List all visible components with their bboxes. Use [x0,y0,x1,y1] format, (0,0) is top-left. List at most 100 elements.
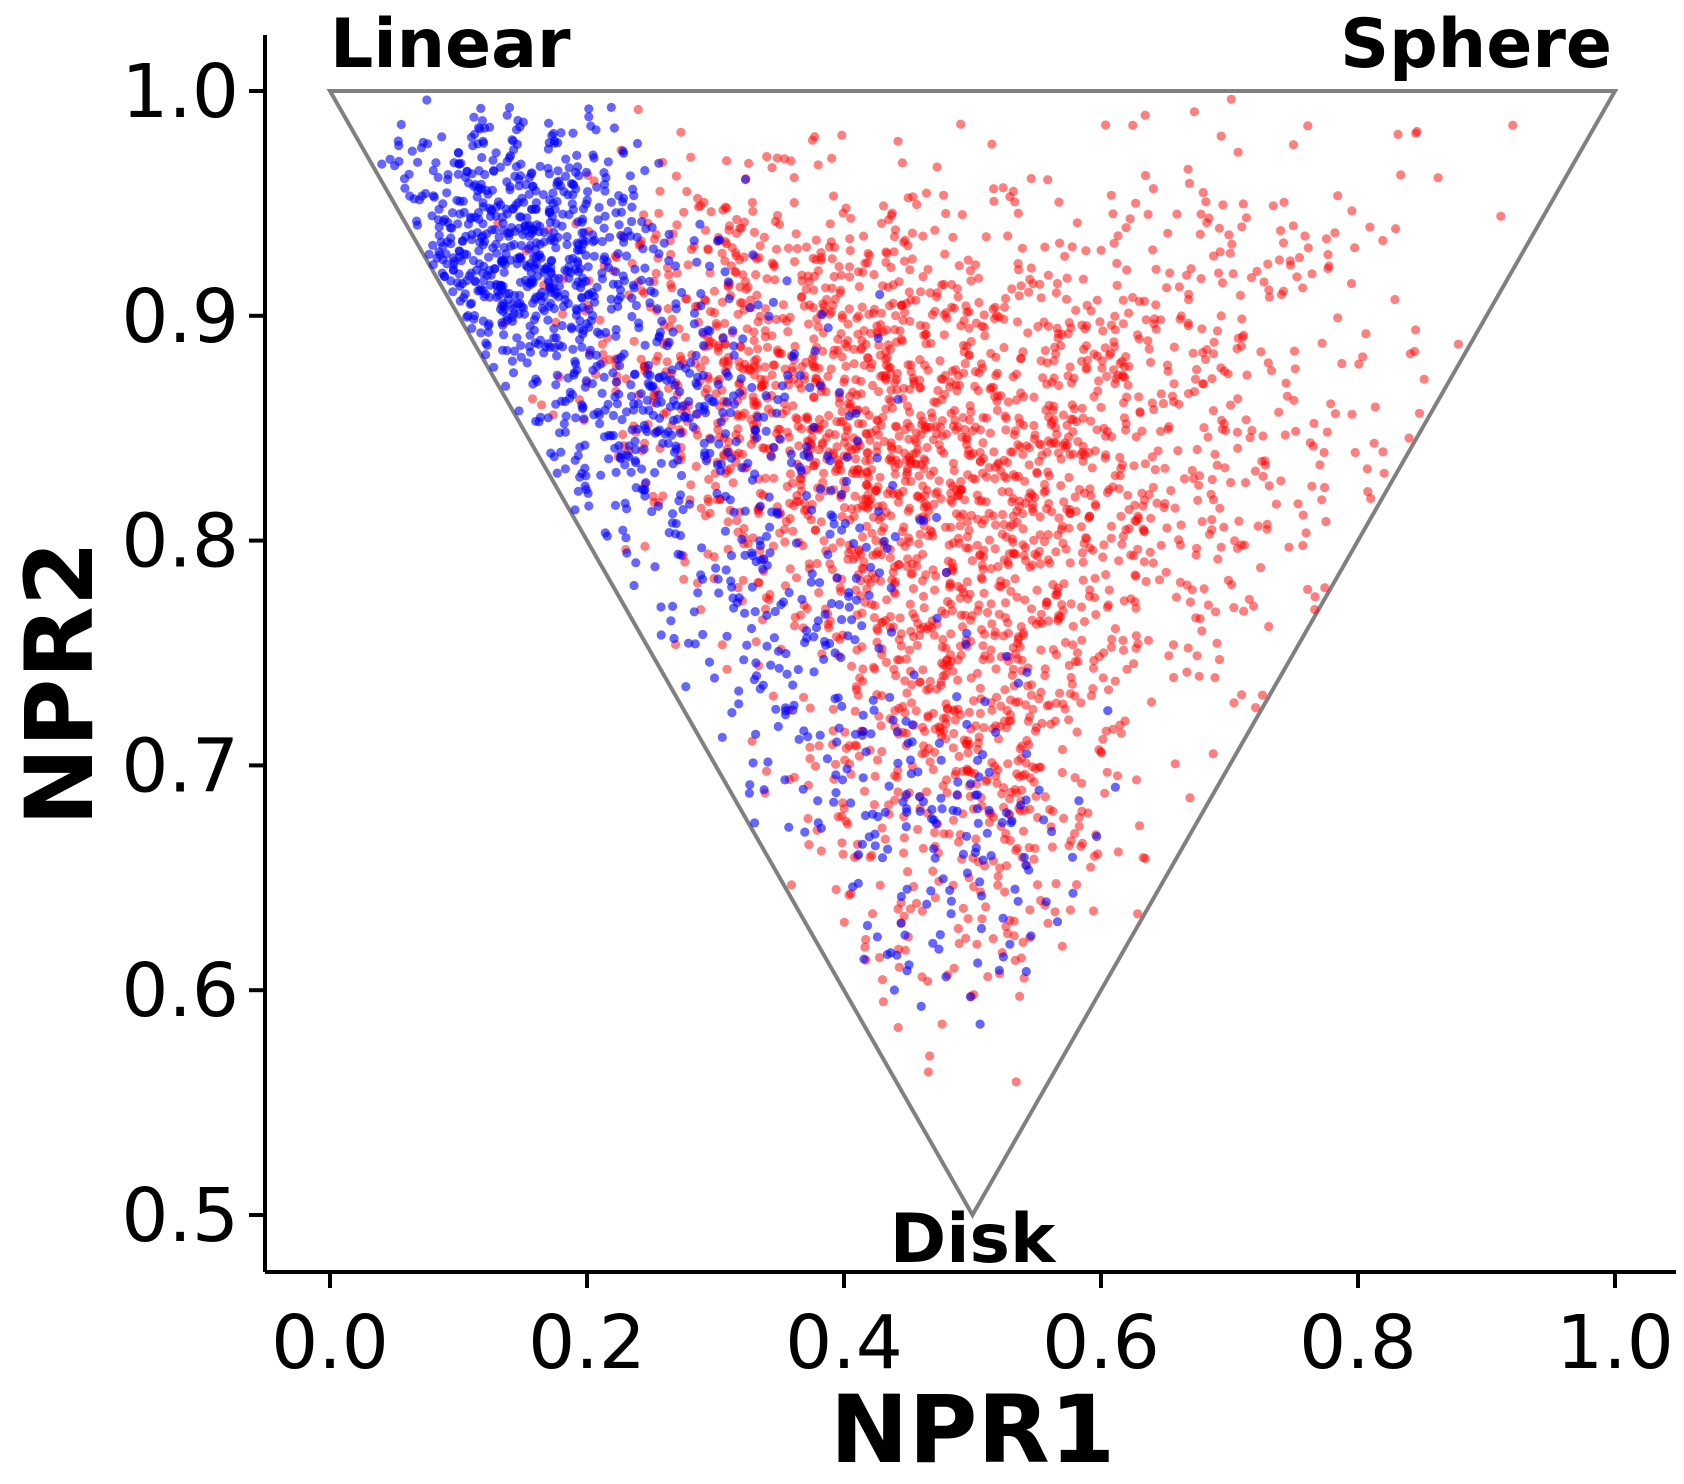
scatter-point [1029,854,1039,864]
scatter-point [919,463,929,474]
scatter-point [1155,426,1166,436]
scatter-point [890,771,900,781]
scatter-point [1322,427,1332,437]
scatter-point [556,447,566,457]
scatter-point [1041,600,1051,610]
scatter-point [1298,540,1308,551]
scatter-point [1411,325,1421,335]
scatter-point [784,822,794,832]
scatter-point [718,408,728,418]
scatter-point [476,103,486,113]
scatter-point [1244,594,1254,604]
scatter-point [465,299,475,309]
scatter-point [575,442,585,452]
scatter-point [703,244,713,254]
scatter-point [1197,626,1207,636]
scatter-point [1097,363,1107,373]
scatter-point [1103,706,1113,716]
scatter-point [618,429,628,440]
scatter-point [1005,939,1015,949]
scatter-point [1134,821,1145,831]
scatter-point [925,470,935,480]
scatter-point [561,154,571,164]
scatter-point [1236,540,1246,550]
scatter-point [1366,493,1376,504]
scatter-point [1040,242,1050,252]
corner-labels: Linear Sphere Disk [330,5,1612,1279]
scatter-point [1070,492,1080,502]
scatter-point [909,670,919,680]
scatter-point [1263,259,1273,269]
scatter-point [813,818,823,828]
scatter-point [1090,499,1100,509]
scatter-point [941,208,951,219]
scatter-point [593,215,603,225]
scatter-point [492,292,502,302]
scatter-point [794,734,804,745]
scatter-point [698,370,708,380]
scatter-point [842,342,852,352]
scatter-point [1246,273,1257,283]
scatter-point [507,356,517,366]
scatter-point [1207,374,1217,384]
scatter-point [1241,478,1251,488]
scatter-point [615,361,625,371]
scatter-point [549,452,559,462]
scatter-point [1208,349,1219,359]
scatter-point [960,610,970,620]
scatter-point [759,785,769,795]
scatter-point [822,294,832,305]
scatter-point [606,294,616,304]
scatter-point [1015,991,1025,1002]
scatter-point [686,152,696,162]
scatter-point [603,263,614,273]
scatter-point [702,384,712,394]
scatter-point [751,270,761,280]
scatter-point [1051,547,1061,557]
scatter-point [852,436,863,446]
scatter-point [791,538,802,548]
scatter-point [499,242,509,253]
scatter-point [1194,471,1205,481]
scatter-point [691,378,701,388]
scatter-point [929,397,939,407]
scatter-point [1156,389,1166,399]
scatter-point [799,692,809,702]
scatter-point [1162,523,1172,533]
scatter-point [837,511,847,522]
scatter-point [703,325,713,335]
scatter-point [899,237,909,247]
scatter-point [512,333,522,343]
scatter-point [836,652,846,663]
scatter-point [930,306,940,316]
scatter-point [1140,459,1150,469]
scatter-point [837,775,848,785]
scatter-point [1163,366,1173,376]
scatter-point [946,629,956,639]
scatter-point [948,815,959,825]
scatter-point [843,319,853,329]
scatter-point [700,225,711,235]
scatter-point [1040,664,1050,674]
scatter-point [577,292,587,302]
scatter-point [1013,678,1024,688]
scatter-point [1006,586,1016,597]
scatter-point [961,831,972,842]
scatter-point [774,663,784,673]
scatter-point [675,387,685,397]
scatter-point [764,311,774,321]
scatter-point [1183,643,1193,653]
scatter-point [922,787,932,797]
scatter-point [972,490,983,500]
scatter-point [1029,535,1039,545]
scatter-point [1001,293,1011,304]
scatter-point [988,304,998,314]
scatter-point [543,275,553,285]
scatter-point [894,431,904,441]
scatter-point [549,303,559,314]
scatter-point [867,909,878,919]
scatter-point [428,165,438,176]
scatter-point [778,313,788,323]
scatter-point [1233,147,1243,157]
scatter-point [809,285,819,295]
